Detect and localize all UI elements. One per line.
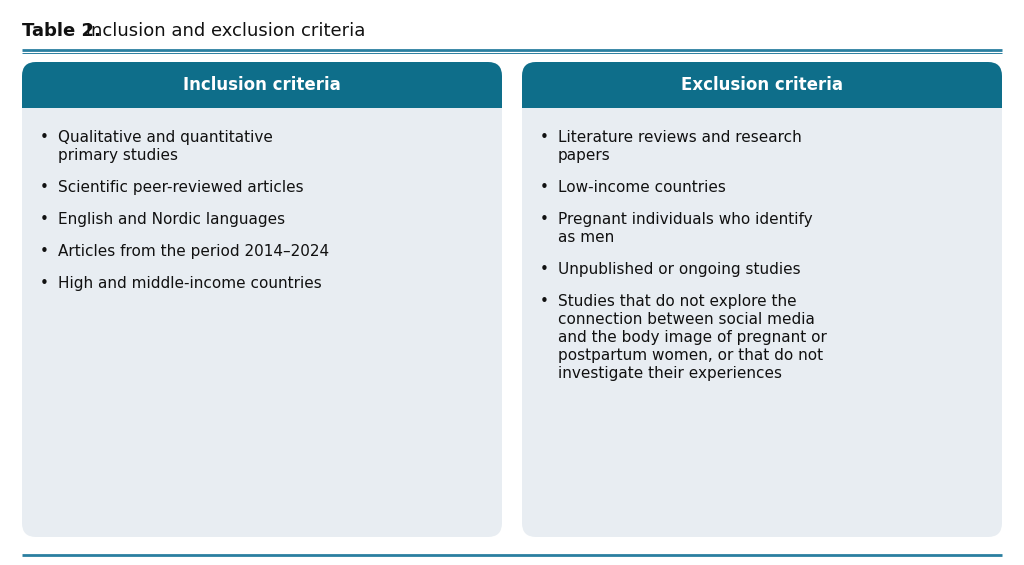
FancyBboxPatch shape bbox=[522, 62, 1002, 537]
Text: •: • bbox=[540, 212, 549, 227]
Text: Inclusion criteria: Inclusion criteria bbox=[183, 76, 341, 94]
FancyBboxPatch shape bbox=[22, 62, 502, 537]
Text: •: • bbox=[540, 180, 549, 195]
Text: Low-income countries: Low-income countries bbox=[558, 180, 726, 195]
Text: Scientific peer-reviewed articles: Scientific peer-reviewed articles bbox=[58, 180, 304, 195]
Text: Studies that do not explore the: Studies that do not explore the bbox=[558, 294, 797, 309]
Text: •: • bbox=[40, 276, 49, 291]
Text: •: • bbox=[40, 212, 49, 227]
FancyBboxPatch shape bbox=[522, 62, 1002, 108]
Text: Literature reviews and research: Literature reviews and research bbox=[558, 130, 802, 145]
Text: Pregnant individuals who identify: Pregnant individuals who identify bbox=[558, 212, 813, 227]
Text: postpartum women, or that do not: postpartum women, or that do not bbox=[558, 348, 823, 363]
Text: primary studies: primary studies bbox=[58, 148, 178, 163]
Text: High and middle-income countries: High and middle-income countries bbox=[58, 276, 322, 291]
Bar bbox=[22, 85, 502, 108]
Text: Qualitative and quantitative: Qualitative and quantitative bbox=[58, 130, 272, 145]
Text: •: • bbox=[540, 262, 549, 277]
Text: Unpublished or ongoing studies: Unpublished or ongoing studies bbox=[558, 262, 801, 277]
Text: and the body image of pregnant or: and the body image of pregnant or bbox=[558, 330, 826, 345]
Text: papers: papers bbox=[558, 148, 610, 163]
Text: Inclusion and exclusion criteria: Inclusion and exclusion criteria bbox=[80, 22, 366, 40]
Text: Exclusion criteria: Exclusion criteria bbox=[681, 76, 843, 94]
Bar bbox=[522, 85, 1002, 108]
Text: •: • bbox=[540, 130, 549, 145]
Text: Articles from the period 2014–2024: Articles from the period 2014–2024 bbox=[58, 244, 329, 259]
FancyBboxPatch shape bbox=[22, 62, 502, 108]
Text: •: • bbox=[40, 180, 49, 195]
Text: •: • bbox=[40, 130, 49, 145]
Text: connection between social media: connection between social media bbox=[558, 312, 815, 327]
Text: Table 2.: Table 2. bbox=[22, 22, 101, 40]
Text: investigate their experiences: investigate their experiences bbox=[558, 366, 782, 381]
Text: as men: as men bbox=[558, 230, 614, 245]
Text: English and Nordic languages: English and Nordic languages bbox=[58, 212, 285, 227]
Text: •: • bbox=[540, 294, 549, 309]
Text: •: • bbox=[40, 244, 49, 259]
